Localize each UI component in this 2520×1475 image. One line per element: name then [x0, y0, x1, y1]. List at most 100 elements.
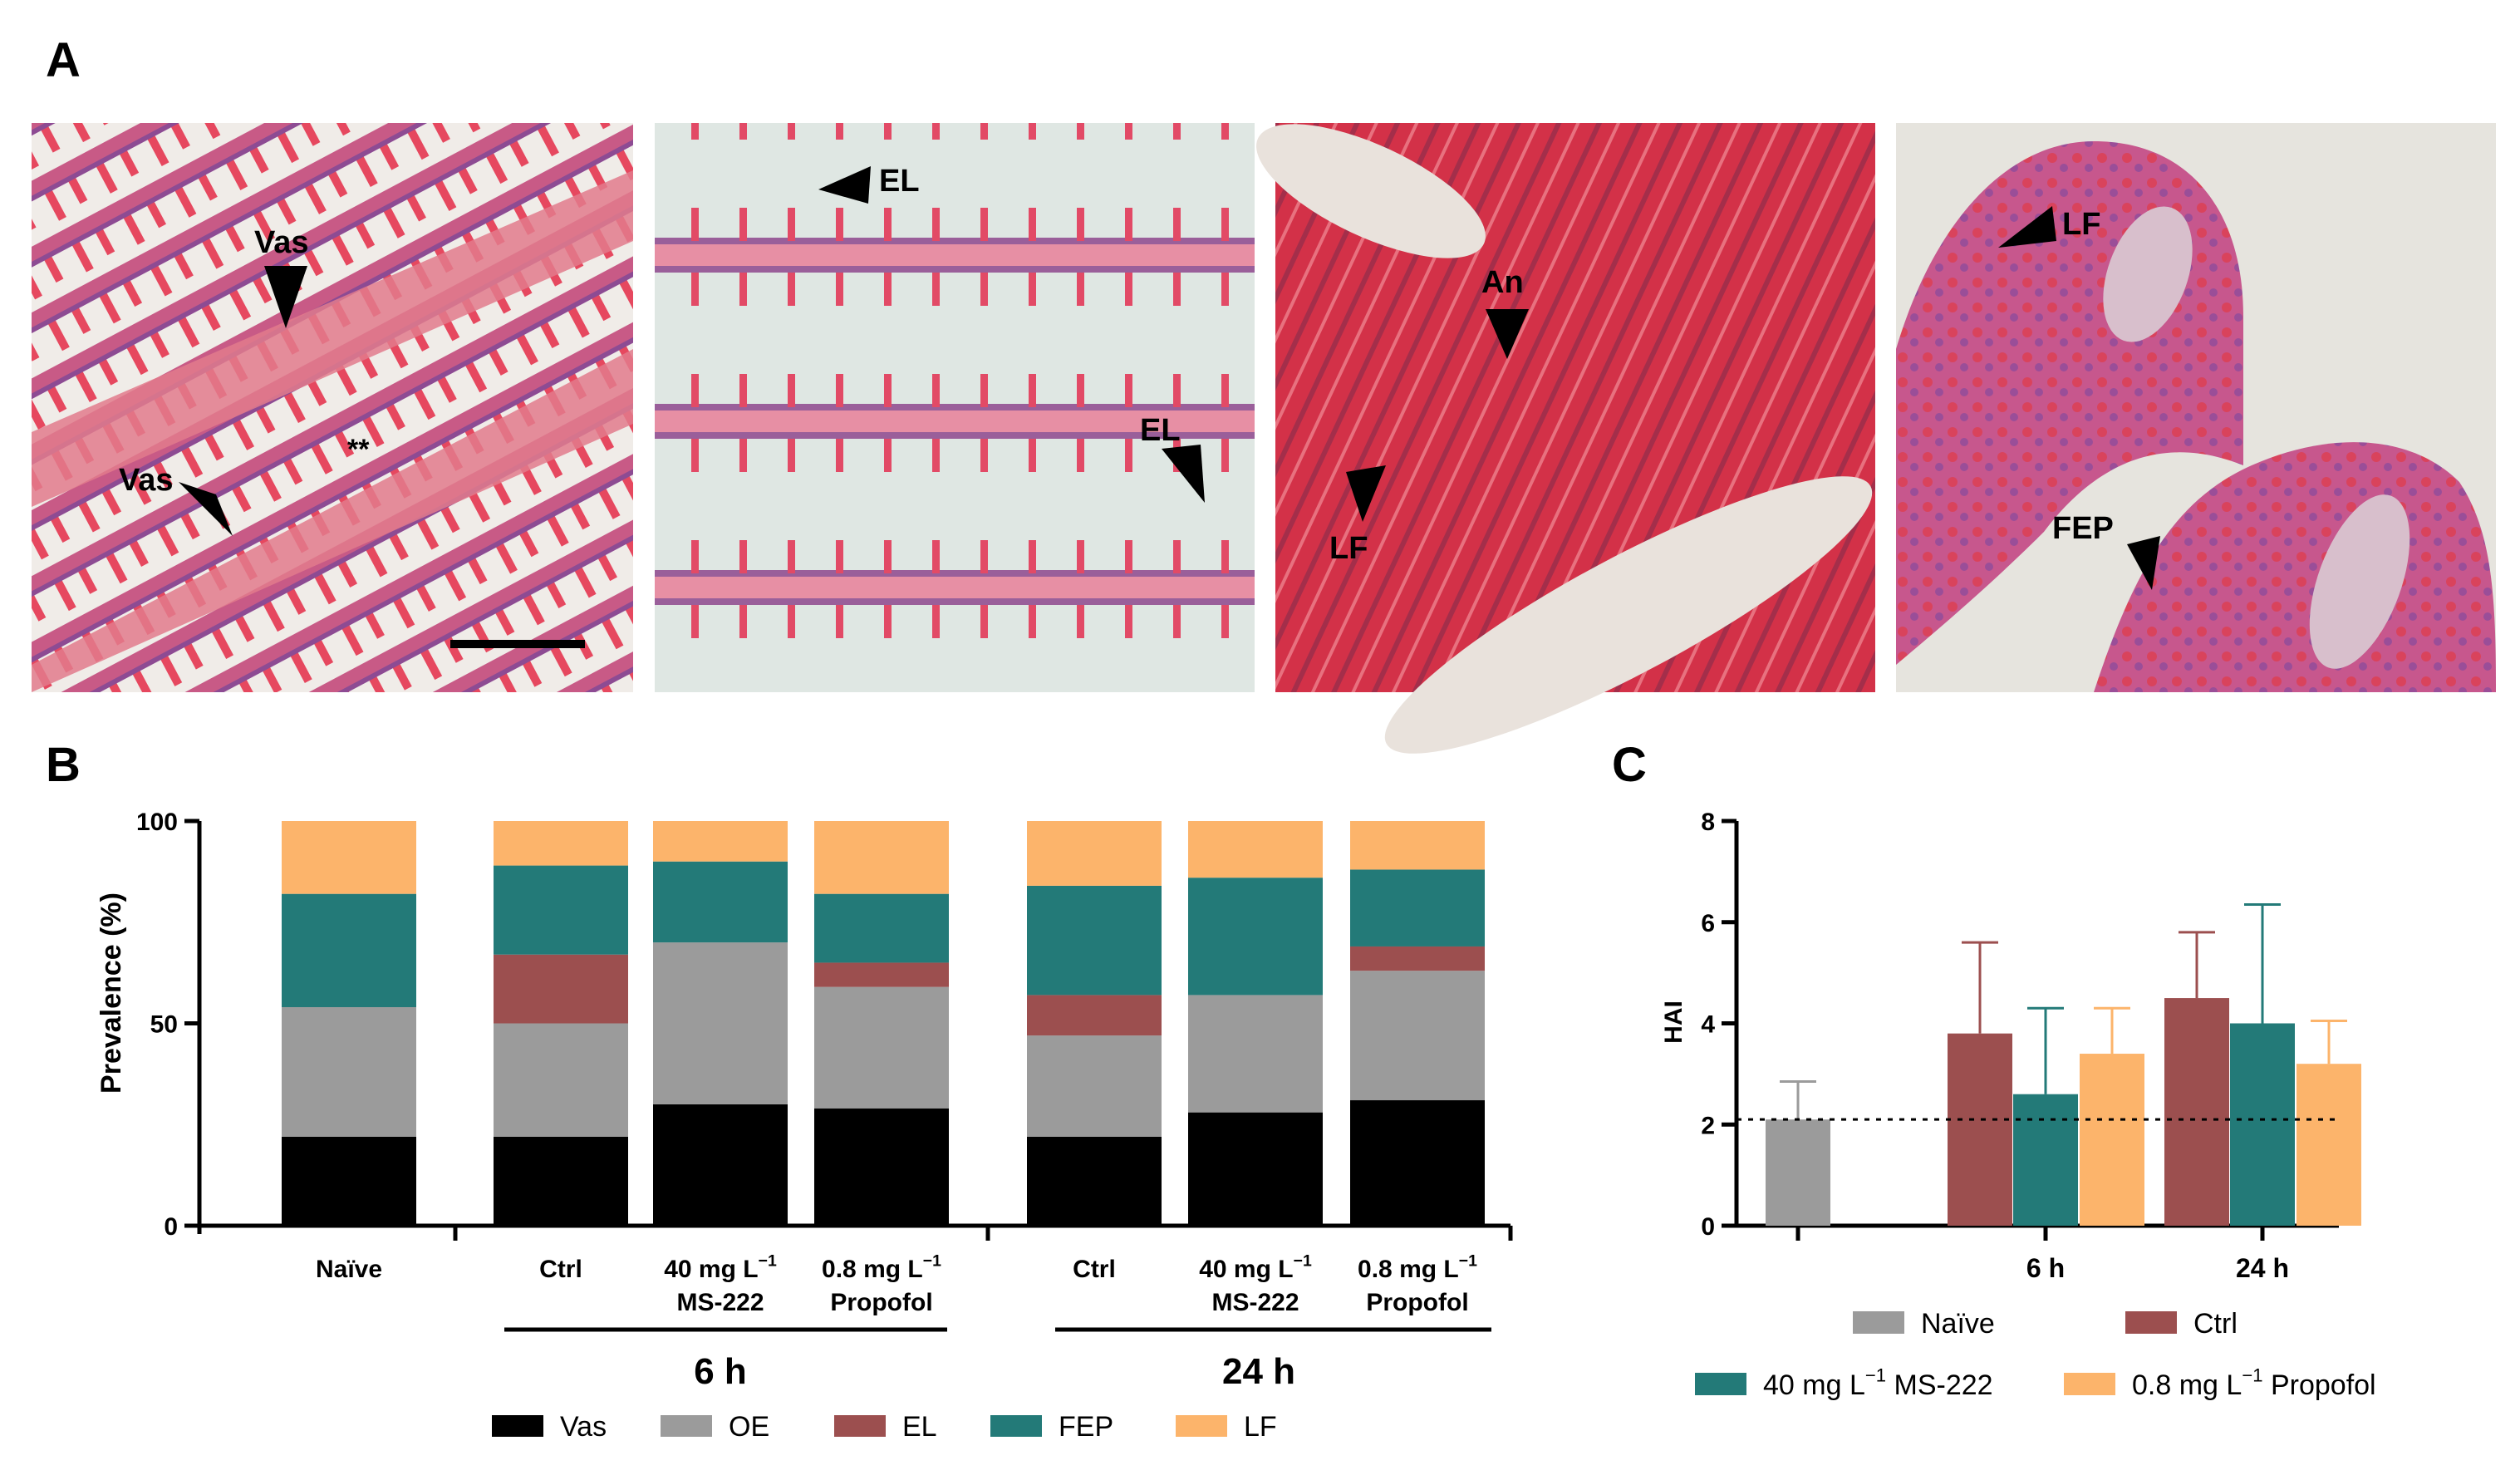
- x-tick-label: 40 mg L−1: [1199, 1252, 1312, 1284]
- y-tick-label: 8: [1701, 809, 1715, 836]
- bar-segment-lf: [494, 821, 628, 866]
- legend-label: 40 mg L−1 MS-222: [1763, 1365, 1993, 1401]
- chart-c-ylabel: HAI: [1660, 1001, 1687, 1044]
- bar-segment-lf: [1027, 821, 1162, 886]
- x-tick-label: MS-222: [1211, 1289, 1299, 1316]
- x-tick-label: Naïve: [316, 1256, 382, 1283]
- bar-segment-lf: [814, 821, 949, 894]
- micrograph-4-cartilage: [2309, 494, 2410, 669]
- bar-segment-oe: [653, 942, 788, 1104]
- panel-letter-c: C: [1612, 738, 1647, 792]
- bar-segment-oe: [814, 986, 949, 1109]
- scale-bar: [450, 640, 585, 648]
- bar-segment-lf: [282, 821, 416, 894]
- x-tick-label: 0.8 mg L−1: [822, 1252, 941, 1284]
- arrow-fep: FEP: [2052, 511, 2160, 590]
- legend-swatch: [990, 1415, 1042, 1437]
- x-tick-label: 40 mg L−1: [664, 1252, 777, 1284]
- bar-segment-oe: [282, 1007, 416, 1137]
- chart-b-legend: Vas OE EL FEP LF: [492, 1411, 1277, 1443]
- x-tick-label: 6 h: [2026, 1253, 2065, 1283]
- annotation-label: EL: [879, 164, 920, 199]
- bar-segment-fep: [1027, 885, 1162, 996]
- legend-swatch: [1695, 1373, 1746, 1395]
- bar: [2080, 1054, 2144, 1226]
- arrow-el-2: EL: [1140, 413, 1205, 503]
- bar-segment-vas: [1027, 1136, 1162, 1226]
- bar-segment-oe: [1188, 995, 1323, 1113]
- annotation-label: Vas: [119, 463, 174, 498]
- legend-label: Vas: [560, 1411, 607, 1443]
- bar-segment-vas: [1350, 1100, 1485, 1226]
- bar: [2296, 1064, 2361, 1226]
- y-tick-label: 4: [1701, 1011, 1715, 1039]
- annotation-label: FEP: [2052, 511, 2114, 546]
- bar-segment-el: [494, 954, 628, 1024]
- micrograph-3-cartilage: [1384, 476, 1873, 754]
- annotation-label: An: [1481, 265, 1524, 300]
- bar-segment-el: [1350, 946, 1485, 971]
- arrow-vas-2: Vas: [119, 463, 233, 536]
- arrowhead-icon: [179, 482, 233, 536]
- bar-segment-fep: [1350, 869, 1485, 946]
- micrograph-1-filament-band: [32, 170, 633, 507]
- micrograph-3: An LF: [1256, 123, 1875, 754]
- bar: [2164, 998, 2229, 1226]
- bar-segment-oe: [1027, 1035, 1162, 1137]
- micrograph-2-tissue: [655, 123, 1255, 692]
- y-tick-label: 50: [150, 1011, 178, 1039]
- legend-swatch: [492, 1415, 543, 1437]
- x-tick-label: Ctrl: [539, 1256, 582, 1283]
- legend-swatch: [834, 1415, 886, 1437]
- x-tick-label: 24 h: [2236, 1253, 2289, 1283]
- bar-segment-fep: [1188, 878, 1323, 996]
- arrow-lf: LF: [1329, 465, 1386, 566]
- y-tick-label: 6: [1701, 910, 1715, 937]
- arrowhead-icon: [1346, 465, 1386, 522]
- bar-segment-fep: [814, 893, 949, 963]
- y-tick-label: 0: [164, 1213, 178, 1241]
- bar-segment-lf: [1188, 821, 1323, 878]
- bar-segment-fep: [282, 893, 416, 1008]
- legend-swatch: [1853, 1311, 1904, 1334]
- bar-segment-oe: [1350, 971, 1485, 1101]
- bar-segment-vas: [814, 1108, 949, 1226]
- legend-label: OE: [729, 1411, 769, 1443]
- arrowhead-icon: [818, 166, 871, 204]
- arrowhead-icon: [1998, 206, 2056, 248]
- bar: [2230, 1023, 2295, 1226]
- chart-c: HAI 0 2 4 6 8 6 h 24 h Naïve Ctrl 40 mg L−1 MS-2…: [1660, 809, 2376, 1401]
- arrow-an: An: [1481, 265, 1529, 359]
- legend-label: Naïve: [1921, 1308, 1995, 1340]
- chart-b: Prevalence (%) 0 50 100 Naïve Ctrl 40 mg L−1 M…: [96, 809, 1513, 1443]
- bar-segment-el: [1027, 995, 1162, 1036]
- micrograph-1-filament-band: [32, 349, 633, 692]
- annotation-marker: **: [347, 434, 370, 465]
- legend-swatch: [661, 1415, 712, 1437]
- bar-segment-lf: [1350, 821, 1485, 870]
- micrograph-2: EL EL: [655, 123, 1255, 692]
- legend-swatch: [2125, 1311, 2177, 1334]
- chart-c-plot: 0 2 4 6 8 6 h 24 h: [1701, 809, 2361, 1283]
- group-label: 6 h: [694, 1351, 747, 1392]
- arrowhead-icon: [1162, 445, 1205, 503]
- arrow-vas-1: Vas: [254, 225, 309, 328]
- chart-b-ylabel: Prevalence (%): [96, 892, 127, 1094]
- arrowhead-icon: [264, 266, 307, 328]
- y-tick-label: 2: [1701, 1112, 1715, 1139]
- bar-segment-el: [814, 962, 949, 987]
- micrograph-1: Vas Vas **: [32, 123, 633, 692]
- arrowhead-icon: [1486, 309, 1529, 359]
- bar-segment-fep: [494, 865, 628, 955]
- y-tick-label: 100: [136, 809, 178, 836]
- annotation-label: LF: [2062, 207, 2100, 242]
- x-tick-label: MS-222: [676, 1289, 764, 1316]
- bar-segment-vas: [653, 1104, 788, 1226]
- legend-swatch: [1176, 1415, 1227, 1437]
- bar-segment-lf: [653, 821, 788, 862]
- arrow-lf: LF: [1998, 206, 2100, 248]
- bar: [2013, 1094, 2078, 1226]
- legend-label: LF: [1244, 1411, 1277, 1443]
- micrograph-4-cartilage: [2103, 206, 2193, 342]
